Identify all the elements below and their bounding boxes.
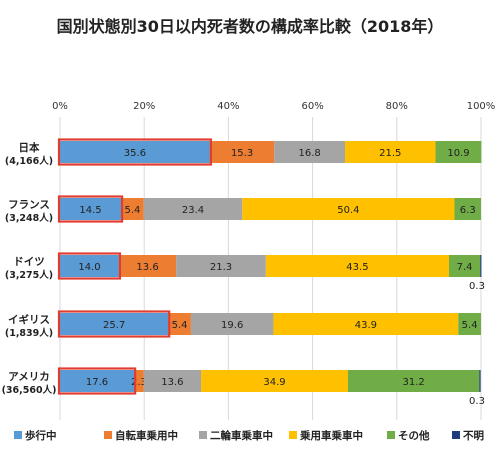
data-label: 10.9 (447, 148, 469, 159)
highlight-box (57, 252, 122, 280)
data-label: 35.6 (124, 148, 146, 159)
bar-segment (60, 141, 210, 163)
category-label: フランス (8, 199, 50, 211)
data-label: 0.3 (469, 281, 485, 292)
legend-swatch (289, 431, 297, 439)
data-label: 31.2 (403, 377, 425, 388)
bar-segment (345, 141, 436, 163)
data-label: 13.6 (136, 262, 158, 273)
category-count-label: (3,248人) (5, 212, 53, 224)
bar-segment (60, 255, 119, 277)
data-label: 5.4 (124, 205, 140, 216)
bar-segment (201, 370, 348, 392)
data-label: 50.4 (337, 205, 359, 216)
bar-segment (274, 141, 346, 163)
bar-segment (458, 313, 481, 335)
data-label: 43.9 (355, 320, 377, 331)
bar-segment (347, 370, 480, 392)
bar-segment (454, 198, 481, 220)
bar-segment (118, 255, 177, 277)
legend-swatch (14, 431, 22, 439)
bar-segment (449, 255, 481, 277)
data-label: 23.4 (182, 205, 204, 216)
bar-segment (176, 255, 266, 277)
legend-label: 乗用車乗車中 (299, 429, 363, 442)
bars: 35.6 15.3 16.8 21.5 10.9 14.5 5.4 23.4 50.4 6.3 14… (57, 138, 485, 407)
legend-label: 歩行中 (25, 429, 57, 442)
x-tick-label: 0% (52, 101, 68, 112)
legend-label: 二輪車乗車中 (210, 429, 273, 442)
data-label: 2.3 (131, 377, 147, 388)
data-label: 7.4 (457, 262, 473, 273)
bar-segment (480, 255, 482, 277)
bar-segment (60, 370, 135, 392)
x-tick-label: 80% (386, 101, 408, 112)
data-label: 6.3 (460, 205, 476, 216)
x-tick-label: 20% (133, 101, 155, 112)
bar-segment (60, 198, 122, 220)
data-label: 14.5 (79, 205, 101, 216)
x-tick-label: 40% (217, 101, 239, 112)
bar-segment (60, 313, 169, 335)
data-label: 21.5 (379, 148, 401, 159)
data-label: 5.4 (172, 320, 188, 331)
bar-segment (479, 370, 481, 392)
data-label: 16.8 (299, 148, 321, 159)
bar-segment (143, 370, 202, 392)
data-label: 19.6 (221, 320, 243, 331)
bar-segment (209, 141, 275, 163)
bar-segment (190, 313, 274, 335)
category-labels: 日本(4,166人) フランス(3,248人) ドイツ(3,275人) イギリス(1,… (2, 141, 57, 396)
legend-swatch (387, 431, 395, 439)
data-label: 13.6 (161, 377, 183, 388)
legend-swatch (452, 431, 460, 439)
x-tick-label: 100% (467, 101, 496, 112)
data-label: 25.7 (103, 320, 125, 331)
highlight-box (57, 310, 171, 338)
bar-segment (273, 313, 459, 335)
category-count-label: (4,166人) (5, 155, 53, 167)
category-label: 日本 (19, 141, 40, 154)
x-tick-label: 60% (301, 101, 323, 112)
category-count-label: (36,560人) (2, 384, 57, 396)
category-label: イギリス (8, 313, 50, 326)
highlight-box (57, 138, 212, 166)
data-label: 0.3 (469, 396, 485, 407)
highlight-box (57, 195, 124, 223)
category-label: アメリカ (8, 371, 49, 383)
legend-swatch (199, 431, 207, 439)
bar-segment (265, 255, 450, 277)
x-axis-ticks: 0% 20% 40% 60% 80% 100% (52, 101, 495, 112)
bar-segment (143, 198, 243, 220)
category-label: ドイツ (13, 256, 45, 268)
legend-swatch (104, 431, 112, 439)
legend-label: 自転車乗用中 (115, 429, 178, 442)
bar-segment (121, 198, 144, 220)
highlight-box (57, 367, 137, 395)
data-label: 5.4 (462, 320, 478, 331)
category-count-label: (3,275人) (5, 269, 53, 281)
data-label: 43.5 (346, 262, 368, 273)
legend: 歩行中 自転車乗用中 二輪車乗車中 乗用車乗車中 その他 不明 (14, 429, 484, 442)
data-label: 34.9 (263, 377, 285, 388)
bar-segment (134, 370, 144, 392)
data-label: 17.6 (86, 377, 108, 388)
data-label: 14.0 (78, 262, 100, 273)
category-count-label: (1,839人) (5, 327, 53, 339)
legend-label: 不明 (463, 430, 484, 442)
bar-segment (168, 313, 191, 335)
data-label: 21.3 (210, 262, 232, 273)
data-label: 15.3 (231, 148, 253, 159)
legend-label: その他 (398, 429, 430, 442)
chart-title: 国別状態別30日以内死者数の構成率比較（2018年） (57, 17, 444, 36)
bar-segment (435, 141, 482, 163)
bar-segment (242, 198, 455, 220)
